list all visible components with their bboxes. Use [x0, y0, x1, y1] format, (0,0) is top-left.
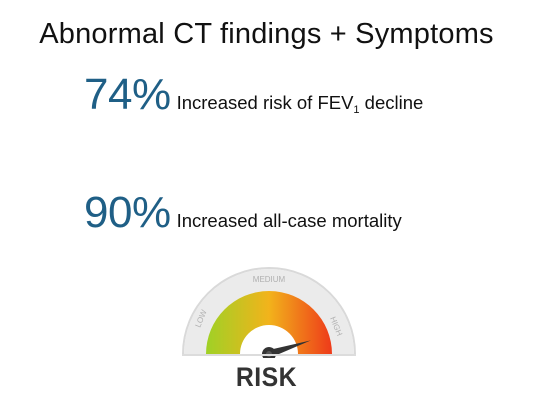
gauge-outer-band [184, 269, 354, 354]
stat-mortality: 90% Increased all-case mortality [84, 188, 402, 238]
needle-pointer [267, 340, 311, 358]
gauge-color-arc [206, 291, 332, 354]
stat-fev1-decline: 74% Increased risk of FEV1 decline [84, 70, 423, 120]
slide-title: Abnormal CT findings + Symptoms [39, 18, 494, 50]
gauge-label-risk: RISK [235, 362, 298, 392]
stat-description: Increased risk of FEV1 decline [176, 92, 424, 116]
stat-description: Increased all-case mortality [176, 210, 402, 231]
stat-percent: 74% [84, 70, 171, 119]
gauge-medium-label: MEDIUM [253, 275, 286, 284]
stat-percent: 90% [84, 188, 171, 237]
risk-gauge-icon: LOW MEDIUM HIGH [182, 267, 356, 358]
